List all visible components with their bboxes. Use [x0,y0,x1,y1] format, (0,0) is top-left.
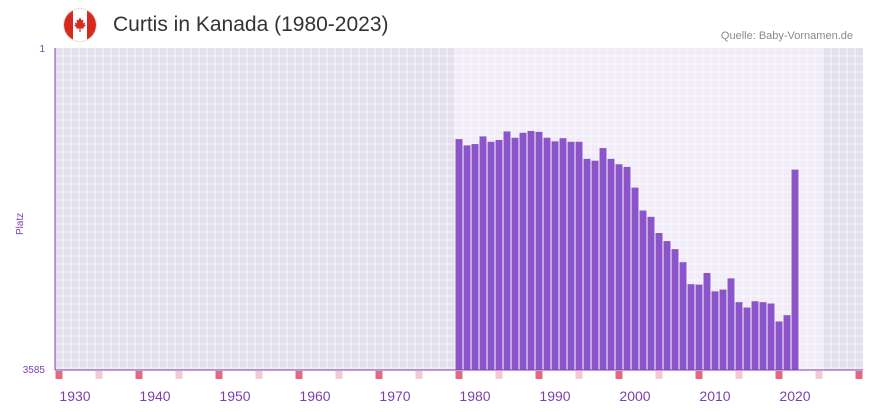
bar-2010 [711,291,719,370]
minor-marker [815,371,823,379]
bar-1985 [511,137,519,370]
decade-marker [135,371,143,379]
minor-marker [175,371,183,379]
bar-1989 [543,137,551,370]
bar-2011 [719,289,727,370]
bar-1991 [559,138,567,370]
decade-marker [455,371,463,379]
y-tick-label-bottom: 3585 [23,365,46,376]
page-title: Curtis in Kanada (1980-2023) [113,13,389,36]
decade-marker [375,371,383,379]
bar-1978 [455,139,463,370]
decade-marker [855,371,863,379]
decade-marker [695,371,703,379]
minor-marker [95,371,103,379]
bar-1979 [463,145,471,370]
bar-2017 [767,303,775,370]
bar-1999 [623,166,631,370]
x-tick-label: 1960 [299,388,330,404]
bar-2004 [663,241,671,370]
bar-2000 [631,187,639,370]
bar-1992 [567,141,575,370]
bar-1996 [599,148,607,370]
bar-2001 [639,210,647,370]
bar-1982 [487,141,495,370]
x-tick-label: 2020 [779,388,810,404]
y-tick-label-top: 1 [39,44,45,55]
bar-2019 [783,315,791,370]
bar-1997 [607,158,615,370]
bar-2013 [735,302,743,370]
bar-2016 [759,302,767,370]
bar-1994 [583,158,591,370]
bar-1987 [527,131,535,370]
bar-2005 [671,249,679,370]
x-tick-label: 1990 [539,388,570,404]
bar-2014 [743,307,751,370]
x-tick-label: 2000 [619,388,650,404]
decade-marker [535,371,543,379]
bar-2018 [775,321,783,370]
x-tick-label: 1940 [139,388,170,404]
x-tick-label: 2010 [699,388,730,404]
x-tick-label: 1950 [219,388,250,404]
minor-marker [495,371,503,379]
bar-1988 [535,131,543,370]
bar-1998 [615,164,623,370]
bar-2003 [655,232,663,370]
decade-marker [295,371,303,379]
bar-1983 [495,140,503,370]
bar-1990 [551,141,559,370]
decade-marker [55,371,63,379]
bar-2009 [703,272,711,370]
minor-marker [255,371,263,379]
minor-marker [655,371,663,379]
bar-2006 [679,262,687,370]
minor-marker [415,371,423,379]
bar-1981 [479,136,487,370]
bar-2020 [791,169,799,370]
canada-flag-icon [64,9,96,41]
decade-marker [215,371,223,379]
bar-2007 [687,284,695,370]
x-tick-label: 1980 [459,388,490,404]
bar-1980 [471,144,479,370]
bar-2012 [727,278,735,370]
x-tick-label: 1930 [59,388,90,404]
bar-1984 [503,131,511,370]
bar-2002 [647,216,655,370]
minor-marker [735,371,743,379]
bar-1993 [575,141,583,370]
decade-marker [615,371,623,379]
bar-2008 [695,284,703,370]
x-tick-label: 1970 [379,388,410,404]
decade-marker [775,371,783,379]
bar-1986 [519,132,527,370]
source-label: Quelle: Baby-Vornamen.de [720,30,853,42]
minor-marker [335,371,343,379]
bar-1995 [591,160,599,370]
minor-marker [575,371,583,379]
bar-2015 [751,301,759,370]
